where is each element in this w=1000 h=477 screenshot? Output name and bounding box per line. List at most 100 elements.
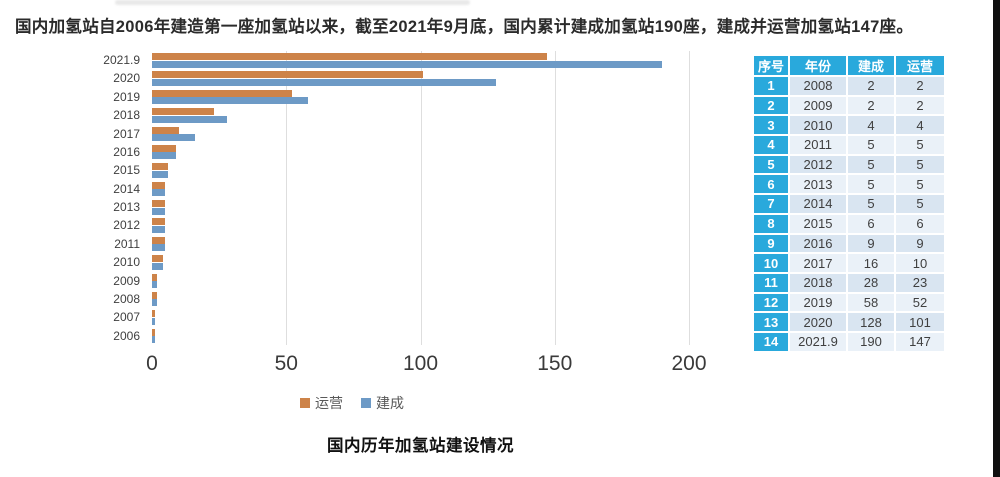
index-cell: 11 xyxy=(754,273,788,292)
built-cell: 2 xyxy=(848,96,894,115)
table-row: 12 2019 58 52 xyxy=(754,293,944,312)
index-cell: 7 xyxy=(754,195,788,213)
bar-operating xyxy=(152,108,214,116)
built-cell: 128 xyxy=(848,313,894,331)
index-cell: 4 xyxy=(754,136,788,154)
y-axis-label: 2007 xyxy=(113,310,140,325)
x-axis-tick-label: 200 xyxy=(671,352,707,375)
year-cell: 2012 xyxy=(790,155,846,174)
bar-operating xyxy=(152,291,158,299)
year-cell: 2013 xyxy=(790,175,846,194)
operating-cell: 5 xyxy=(896,155,944,174)
chart-caption: 国内历年加氢站建设情况 xyxy=(327,437,514,455)
operating-cell: 5 xyxy=(896,136,944,154)
y-axis-label: 2011 xyxy=(114,236,140,251)
year-cell: 2010 xyxy=(790,116,846,135)
category-row xyxy=(152,198,689,216)
legend-item-built: 建成 xyxy=(361,393,404,413)
bar-operating xyxy=(152,163,169,171)
table-row: 14 2021.9 190 147 xyxy=(754,332,944,351)
category-row xyxy=(152,327,689,345)
y-axis-label: 2021.9 xyxy=(103,53,140,67)
bar-built xyxy=(152,60,663,68)
operating-cell: 52 xyxy=(896,293,944,312)
bar-operating xyxy=(152,236,166,244)
table-row: 8 2015 6 6 xyxy=(754,214,944,233)
category-row xyxy=(152,106,689,124)
built-cell: 4 xyxy=(848,116,894,135)
bar-built xyxy=(152,189,166,197)
built-cell: 5 xyxy=(848,195,894,213)
bar-operating xyxy=(152,53,547,60)
year-cell: 2019 xyxy=(790,293,846,312)
year-cell: 2014 xyxy=(790,195,846,213)
index-cell: 9 xyxy=(754,234,788,253)
category-row xyxy=(152,180,689,198)
built-cell: 2 xyxy=(848,77,894,95)
category-row xyxy=(152,308,689,326)
index-cell: 2 xyxy=(754,96,788,115)
y-axis-label: 2009 xyxy=(113,273,140,288)
gridline xyxy=(286,51,288,345)
index-cell: 12 xyxy=(754,293,788,312)
bar-built xyxy=(152,170,169,178)
table-row: 5 2012 5 5 xyxy=(754,155,944,174)
operating-cell: 5 xyxy=(896,195,944,213)
operating-cell: 23 xyxy=(896,273,944,292)
table-row: 9 2016 9 9 xyxy=(754,234,944,253)
bar-built xyxy=(152,134,195,141)
built-cell: 190 xyxy=(848,332,894,351)
right-edge-strip xyxy=(993,0,1000,477)
table-header-cell: 年份 xyxy=(790,56,846,75)
year-cell: 2017 xyxy=(790,254,846,272)
y-axis-label: 2006 xyxy=(113,328,140,343)
year-cell: 2018 xyxy=(790,273,846,292)
operating-cell: 6 xyxy=(896,214,944,233)
gridline xyxy=(689,51,690,345)
bar-built xyxy=(152,207,166,215)
index-cell: 13 xyxy=(754,313,788,331)
index-cell: 5 xyxy=(754,155,788,174)
built-cell: 5 xyxy=(848,155,894,174)
bar-operating xyxy=(152,218,166,226)
year-cell: 2008 xyxy=(790,77,846,95)
table-row: 7 2014 5 5 xyxy=(754,195,944,213)
legend-swatch-icon xyxy=(300,398,310,408)
table-header-cell: 序号 xyxy=(754,56,788,75)
bar-built xyxy=(152,78,496,86)
x-axis-tick-label: 50 xyxy=(274,352,298,375)
table-row: 4 2011 5 5 xyxy=(754,136,944,154)
bar-operating xyxy=(152,273,158,281)
category-row xyxy=(152,51,689,69)
operating-cell: 2 xyxy=(896,77,944,95)
x-axis-tick-label: 100 xyxy=(402,352,439,375)
legend-label: 运营 xyxy=(315,395,343,411)
operating-cell: 9 xyxy=(896,234,944,253)
y-axis-label: 2019 xyxy=(113,89,140,104)
year-cell: 2021.9 xyxy=(790,332,846,351)
table-header-row: 序号 年份 建成 运营 xyxy=(754,56,944,75)
table-row: 6 2013 5 5 xyxy=(754,175,944,194)
index-cell: 10 xyxy=(754,254,788,272)
y-axis-label: 2018 xyxy=(113,108,140,123)
chart-legend: 运营 建成 xyxy=(152,393,552,413)
category-row xyxy=(152,216,689,234)
table-row: 1 2008 2 2 xyxy=(754,77,944,95)
y-axis-label: 2012 xyxy=(113,218,140,233)
bar-built xyxy=(152,299,158,307)
category-row xyxy=(152,235,689,253)
bar-built xyxy=(152,336,155,344)
year-cell: 2020 xyxy=(790,313,846,331)
built-cell: 5 xyxy=(848,175,894,194)
bar-operating xyxy=(152,200,166,207)
bar-operating xyxy=(152,71,424,79)
y-axis-label: 2008 xyxy=(113,291,140,306)
operating-cell: 101 xyxy=(896,313,944,331)
data-table: 序号 年份 建成 运营 1 2008 2 2 2 2009 2 2 3 2010 4 4 4 2011 5 5 5 20… xyxy=(752,54,946,353)
legend-swatch-icon xyxy=(361,398,371,408)
bar-operating xyxy=(152,126,179,134)
category-row xyxy=(152,161,689,179)
y-axis-label: 2016 xyxy=(113,144,140,159)
category-row xyxy=(152,253,689,271)
